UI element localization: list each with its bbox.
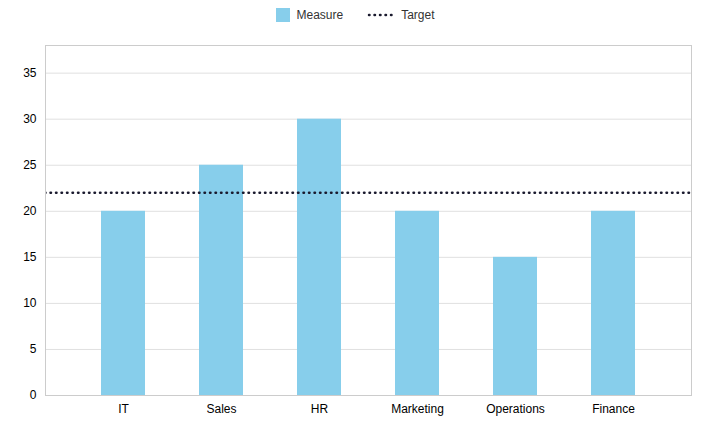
svg-text:Operations: Operations [486,402,545,416]
svg-text:25: 25 [23,158,37,172]
svg-text:5: 5 [30,342,37,356]
svg-text:IT: IT [118,402,129,416]
svg-text:35: 35 [23,66,37,80]
svg-text:Marketing: Marketing [391,402,444,416]
svg-text:Finance: Finance [592,402,635,416]
html-text:Target: Target [401,8,435,22]
svg-text:Sales: Sales [206,402,236,416]
svg-text:0: 0 [30,388,37,402]
html-text:Measure: Measure [296,8,344,22]
svg-text:15: 15 [23,250,37,264]
svg-text:HR: HR [311,402,329,416]
svg-text:20: 20 [23,204,37,218]
svg-text:30: 30 [23,112,37,126]
svg-text:10: 10 [23,296,37,310]
